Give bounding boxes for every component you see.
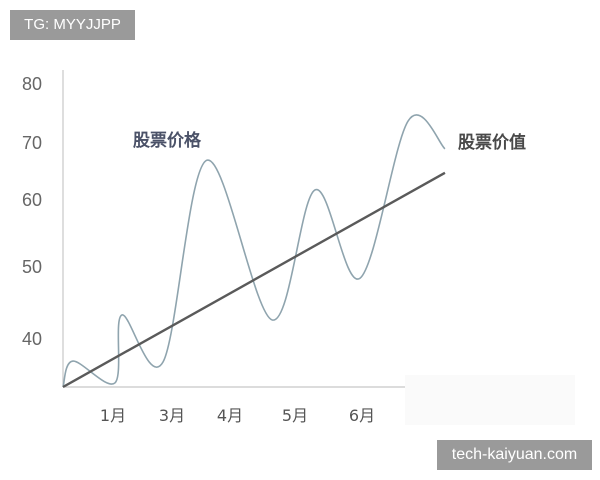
- price-series-label: 股票价格: [133, 130, 202, 151]
- x-tick-label: 1月: [100, 406, 126, 425]
- x-tick-label: 3月: [159, 406, 185, 425]
- x-tick-label: 6月: [349, 406, 375, 425]
- price-series-line: [62, 114, 446, 388]
- blurred-region: [405, 375, 575, 425]
- watermark-top-left: TG: MYYJJPP: [10, 10, 135, 40]
- y-tick-label: 80: [22, 74, 42, 94]
- x-tick-label: 4月: [217, 406, 243, 425]
- value-series-label: 股票价值: [458, 132, 526, 153]
- y-tick-label: 70: [22, 133, 42, 153]
- y-tick-label: 60: [22, 190, 42, 210]
- y-tick-label: 50: [22, 257, 42, 277]
- x-tick-label: 5月: [282, 406, 308, 425]
- y-tick-label: 40: [22, 329, 42, 349]
- watermark-bottom-right: tech-kaiyuan.com: [437, 440, 592, 470]
- value-series-line: [62, 171, 446, 389]
